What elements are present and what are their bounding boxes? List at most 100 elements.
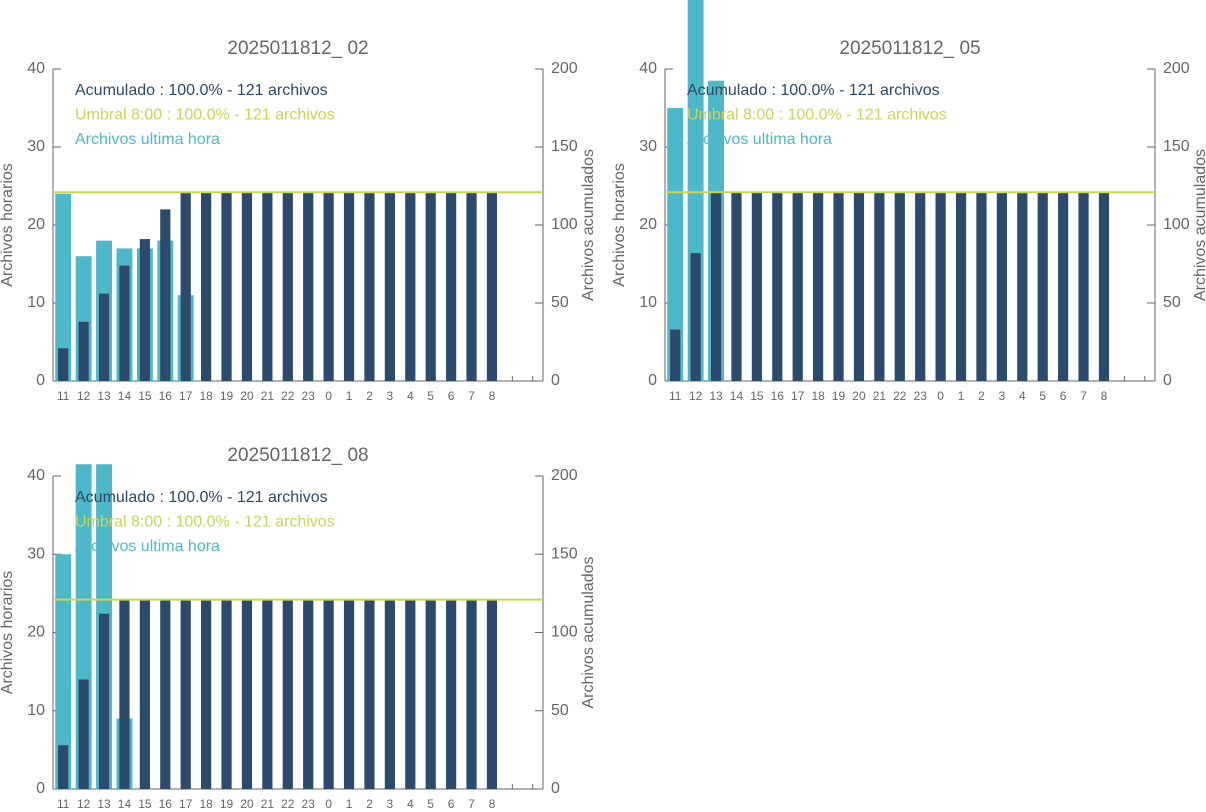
x-tick-label: 6 [448, 389, 455, 403]
y2-axis-label: Archivos acumulados [580, 149, 597, 301]
y2-tick-label: 0 [1163, 372, 1172, 389]
x-tick-label: 1 [958, 389, 965, 403]
x-tick-label: 19 [832, 389, 846, 403]
y2-tick-label: 200 [1163, 60, 1190, 77]
x-tick-label: 21 [261, 797, 275, 811]
legend-entry: Umbral 8:00 : 100.0% - 121 archivos [75, 107, 335, 124]
bar [221, 192, 232, 381]
x-tick-label: 3 [387, 389, 394, 403]
bar [425, 192, 436, 381]
x-tick-label: 19 [220, 389, 234, 403]
bar [486, 599, 498, 789]
chart-panel: 2025011812_ 02010203040050100150200Archi… [0, 38, 597, 403]
x-tick-label: 13 [97, 797, 111, 811]
bar [160, 209, 171, 381]
x-tick-label: 23 [302, 797, 316, 811]
bar [751, 192, 762, 381]
chart-title: 2025011812_ 02 [227, 38, 368, 59]
y2-tick-label: 50 [551, 702, 569, 719]
bar [303, 599, 314, 789]
x-tick-label: 6 [448, 797, 455, 811]
x-tick-label: 5 [1039, 389, 1046, 403]
bar [139, 239, 150, 381]
bar [935, 192, 946, 381]
x-tick-label: 2 [366, 389, 373, 403]
legend-entry: Acumulado : 100.0% - 121 archivos [687, 82, 940, 99]
x-tick-label: 21 [873, 389, 887, 403]
legend-entry: Archivos ultima hora [75, 131, 220, 148]
x-tick-label: 11 [57, 797, 70, 811]
x-tick-label: 18 [199, 797, 213, 811]
x-tick-label: 7 [1080, 389, 1087, 403]
x-tick-label: 3 [999, 389, 1006, 403]
bar [690, 253, 701, 381]
bar [425, 599, 436, 789]
bar [55, 554, 72, 789]
x-tick-label: 8 [489, 389, 496, 403]
y2-tick-label: 0 [551, 780, 560, 797]
bar [323, 599, 334, 789]
x-tick-label: 14 [730, 389, 744, 403]
bar [466, 599, 477, 789]
x-tick-label: 0 [325, 797, 332, 811]
legend-entry: Acumulado : 100.0% - 121 archivos [75, 489, 328, 506]
bar [78, 321, 89, 381]
bar [119, 599, 130, 789]
y-tick-label: 20 [27, 216, 45, 233]
bar [710, 192, 722, 381]
y-tick-label: 10 [27, 702, 45, 719]
y2-tick-label: 150 [551, 138, 578, 155]
x-tick-label: 21 [261, 389, 275, 403]
x-tick-label: 0 [937, 389, 944, 403]
y2-tick-label: 50 [1163, 294, 1181, 311]
bar [262, 192, 273, 381]
bar [55, 193, 72, 381]
bar [98, 613, 110, 789]
bar [384, 599, 395, 789]
legend-entry: Umbral 8:00 : 100.0% - 121 archivos [687, 107, 947, 124]
y-tick-label: 30 [27, 545, 45, 562]
bar [731, 192, 742, 381]
bar [364, 599, 375, 789]
x-tick-label: 1 [346, 389, 353, 403]
x-tick-label: 20 [240, 797, 254, 811]
y-tick-label: 10 [639, 294, 657, 311]
x-tick-label: 12 [77, 797, 91, 811]
y-tick-label: 30 [27, 138, 45, 155]
x-tick-label: 8 [489, 797, 496, 811]
bar [282, 192, 293, 381]
bar [343, 192, 355, 381]
bar [241, 192, 253, 381]
bar [180, 192, 191, 381]
bar [833, 192, 844, 381]
bar [1098, 192, 1110, 381]
bar [160, 599, 171, 789]
bar [1058, 192, 1069, 381]
bar [384, 192, 395, 381]
y2-axis-label: Archivos acumulados [1192, 149, 1206, 301]
bar [915, 192, 926, 381]
y-axis-label: Archivos horarios [0, 163, 16, 287]
y2-tick-label: 50 [551, 294, 569, 311]
x-tick-label: 5 [427, 389, 434, 403]
bar [303, 192, 314, 381]
y-axis-label: Archivos horarios [0, 571, 16, 695]
x-tick-label: 16 [159, 797, 173, 811]
x-tick-label: 4 [407, 797, 414, 811]
x-tick-label: 0 [325, 389, 332, 403]
x-tick-label: 14 [118, 797, 132, 811]
y-tick-label: 20 [639, 216, 657, 233]
y-tick-label: 20 [27, 624, 45, 641]
x-tick-label: 18 [811, 389, 825, 403]
x-tick-label: 15 [750, 389, 764, 403]
bar [78, 679, 89, 789]
legend-entry: Archivos ultima hora [687, 131, 832, 148]
bar [792, 192, 803, 381]
bar [282, 599, 293, 789]
x-tick-label: 2 [366, 797, 373, 811]
bar [201, 192, 212, 381]
bar [670, 329, 681, 381]
x-tick-label: 8 [1101, 389, 1108, 403]
y2-tick-label: 100 [551, 624, 578, 641]
